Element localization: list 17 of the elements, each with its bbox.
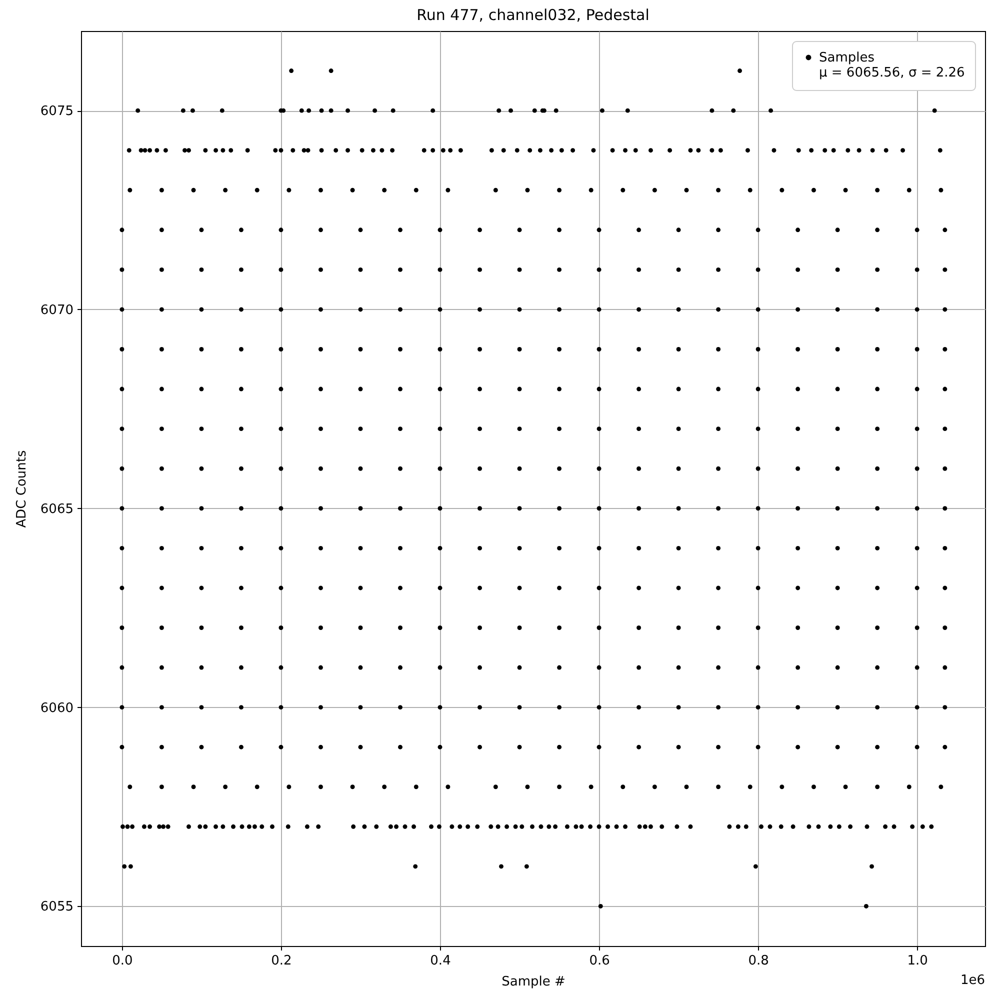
annotation: μ = 6065.56, σ = 2.26 bbox=[819, 66, 965, 80]
chart-title: Run 477, channel032, Pedestal bbox=[416, 6, 650, 24]
y-tick-label: 6060 bbox=[40, 700, 74, 716]
x-tick-label: 0.2 bbox=[271, 954, 292, 968]
x-tick-label: 0.4 bbox=[430, 954, 451, 968]
x-tick-label: 0.8 bbox=[748, 954, 769, 968]
x-tick-label: 0.0 bbox=[112, 954, 133, 968]
y-tick-label: 6070 bbox=[40, 302, 74, 318]
y-tick-label: 6065 bbox=[40, 502, 74, 517]
y-tick-label: 6075 bbox=[40, 104, 74, 120]
legend-label: Samples bbox=[819, 50, 875, 66]
x-axis-title: Sample # bbox=[502, 974, 566, 990]
y-tick-label: 6055 bbox=[40, 900, 74, 915]
x-tick-label: 1.0 bbox=[907, 954, 928, 968]
x-tick-label: 0.6 bbox=[589, 954, 610, 968]
text: 1e6 bbox=[960, 973, 985, 988]
y-axis-title: ADC Counts bbox=[14, 450, 30, 528]
